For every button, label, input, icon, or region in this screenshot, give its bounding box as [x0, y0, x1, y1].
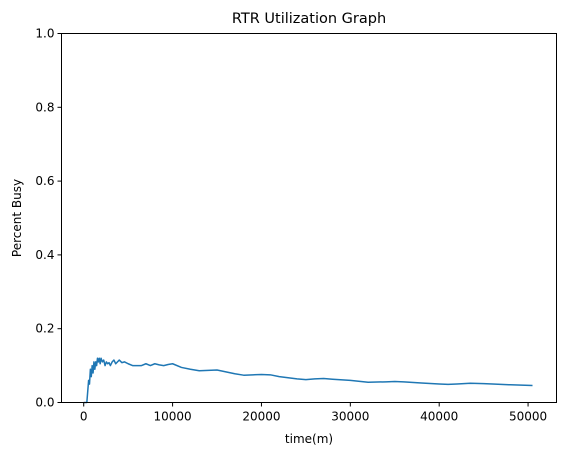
x-axis: 0 10000 20000 30000 40000 50000	[80, 402, 547, 424]
x-axis-title: time(m)	[285, 432, 333, 446]
x-tick-label: 20000	[242, 410, 280, 424]
x-tick-label: 50000	[509, 410, 547, 424]
x-tick-label: 0	[80, 410, 88, 424]
y-tick-label: 0.2	[35, 322, 54, 336]
y-tick-label: 1.0	[35, 27, 54, 41]
x-tick-label: 10000	[153, 410, 191, 424]
y-tick-label: 0.8	[35, 100, 54, 114]
y-axis: 0.0 0.2 0.4 0.6 0.8 1.0	[35, 27, 62, 410]
plot-frame	[61, 33, 557, 403]
y-tick-label: 0.4	[35, 248, 54, 262]
x-tick-label: 30000	[331, 410, 369, 424]
series-line	[83, 357, 533, 404]
chart-title: RTR Utilization Graph	[232, 11, 386, 27]
y-tick-label: 0.0	[35, 396, 54, 410]
y-tick-label: 0.6	[35, 174, 54, 188]
y-axis-title: Percent Busy	[10, 179, 24, 257]
x-tick-label: 40000	[420, 410, 458, 424]
series-layer	[83, 357, 533, 404]
